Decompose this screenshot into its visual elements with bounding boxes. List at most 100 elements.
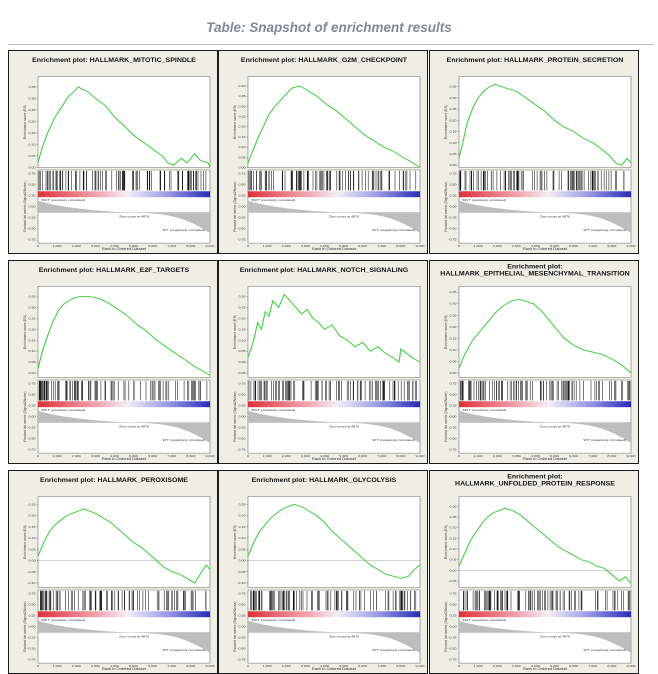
metric-tick-label: -0.25 [448,216,456,220]
rank-gradient-bar [248,401,420,407]
y-tick-label: -0.10 [27,581,35,585]
metric-tick-label: -0.75 [448,658,456,662]
metric-tick-label: 0.25 [239,404,246,408]
y-tick-label: 0.20 [450,325,457,329]
x-tick-label: 7,000 [588,454,597,458]
enrichment-plot-svg-8: Enrichment plot: HALLMARK_GLYCOLYSIS 0.25… [219,471,428,674]
metric-tick-label: 0.00 [450,625,457,629]
chart-title: Enrichment plot: HALLMARK_PEROXISOME [40,477,189,483]
neg-correlated-label: 'WT' (negatively correlated) [162,438,205,442]
metric-tick-label: -0.50 [448,647,456,651]
metric-tick-label: -0.75 [448,448,456,452]
x-tick-label: 0 [247,244,249,248]
enrichment-plot-9: Enrichment plot:HALLMARK_UNFOLDED_PROTEI… [429,470,639,674]
x-tick-label: 6,000 [358,244,367,248]
y-tick-label: 0.20 [29,514,36,518]
x-tick-label: 2,000 [493,664,502,668]
pos-correlated-label: 'MUT' (positively correlated) [41,408,85,412]
y-tick-label: 0.35 [450,290,457,294]
x-axis-and-legend: Rank in Ordered Dataset [523,667,567,671]
metric-tick-label: -0.25 [27,636,35,640]
x-tick-label: 8,000 [396,664,405,668]
metric-tick-label: -0.75 [448,238,456,242]
metric-tick-label: 0.25 [239,614,246,618]
metric-tick-label: -0.75 [237,658,245,662]
x-tick-label: 2,000 [72,244,81,248]
x-tick-label: 3,000 [91,664,100,668]
enrichment-plot-svg-6: Enrichment plot:HALLMARK_EPITHELIAL_MESE… [430,261,639,464]
x-tick-label: 1,000 [474,454,483,458]
y-tick-label: 0.15 [29,131,36,135]
es-plot-area [459,497,631,588]
y-tick-label: 0.30 [29,97,36,101]
x-tick-label: 2,000 [493,244,502,248]
x-axis-label: Rank in Ordered Dataset [102,667,146,671]
neg-correlated-label: 'WT' (negatively correlated) [162,648,205,652]
chart-title: HALLMARK_EPITHELIAL_MESENCHYMAL_TRANSITI… [440,271,630,277]
rank-gradient-bar [248,191,420,197]
x-tick-label: 3,000 [512,454,521,458]
y-tick-label: 0.10 [450,141,457,145]
y-tick-label: 0.00 [29,371,36,375]
chart-title: Enrichment plot: [507,474,563,480]
y-tick-label: 0.30 [29,306,36,310]
enrichment-plot-3: Enrichment plot: HALLMARK_PROTEIN_SECRET… [429,50,639,254]
metric-tick-label: -0.25 [448,636,456,640]
metric-tick-label: -0.25 [27,216,35,220]
y-tick-label: 0.25 [29,317,36,321]
metric-axis-label: Ranked list metric (Signal2Noise) [444,391,448,441]
zero-cross-label: Zero cross at 4876 [329,425,359,429]
metric-tick-label: 0.00 [29,625,36,629]
y-tick-label: 0.35 [29,85,36,89]
metric-tick-label: 0.50 [29,183,36,187]
y-tick-label: 0.05 [29,548,36,552]
metric-axis-label: Ranked list metric (Signal2Noise) [233,391,237,441]
x-tick-label: 7,000 [588,664,597,668]
x-tick-label: 3,000 [512,244,521,248]
x-tick-label: 6,000 [358,664,367,668]
x-tick-label: 3,000 [301,664,310,668]
y-tick-label: 0.25 [450,515,457,519]
x-tick-label: 7,000 [377,244,386,248]
x-tick-label: 1,000 [263,244,272,248]
enrichment-plot-grid: Enrichment plot: HALLMARK_MITOTIC_SPINDL… [8,44,654,645]
neg-correlated-label: 'WT' (negatively correlated) [583,438,626,442]
es-axis-label: Enrichment score (ES) [23,525,27,559]
es-axis-label: Enrichment score (ES) [233,525,237,559]
y-tick-label: 0.25 [239,503,246,507]
metric-tick-label: -0.50 [27,437,35,441]
rank-gradient-bar [459,611,631,617]
x-tick-label: 9,000 [627,244,636,248]
x-axis-label: Rank in Ordered Dataset [312,247,356,251]
metric-tick-label: -0.75 [237,238,245,242]
x-tick-label: 1,000 [263,454,272,458]
y-tick-label: 0.10 [450,547,457,551]
neg-correlated-label: 'WT' (negatively correlated) [372,228,415,232]
metric-tick-label: 0.50 [239,183,246,187]
pos-correlated-label: 'MUT' (positively correlated) [462,408,506,412]
y-tick-label: 0.15 [450,337,457,341]
y-tick-label: 0.30 [450,96,457,100]
x-axis-label: Rank in Ordered Dataset [523,667,567,671]
x-tick-label: 0 [37,244,39,248]
metric-axis-label: Ranked list metric (Signal2Noise) [233,181,237,231]
chart-title: Enrichment plot: HALLMARK_GLYCOLYSIS [252,477,397,483]
x-tick-label: 3,000 [301,244,310,248]
rank-gradient-bar [459,401,631,407]
pos-correlated-label: 'MUT' (positively correlated) [41,198,85,202]
y-tick-label: 0.10 [239,145,246,149]
zero-cross-label: Zero cross at 4876 [119,635,149,639]
y-tick-label: -0.05 [237,371,245,375]
enrichment-plot-6: Enrichment plot:HALLMARK_EPITHELIAL_MESE… [429,260,639,464]
x-tick-label: 6,000 [148,454,157,458]
x-tick-label: 0 [37,664,39,668]
metric-tick-label: -0.75 [237,448,245,452]
metric-tick-label: 0.00 [29,205,36,209]
y-tick-label: 0.35 [450,85,457,89]
y-tick-label: 0.10 [29,143,36,147]
es-axis-label: Enrichment score (ES) [233,315,237,349]
x-tick-label: 9,000 [627,454,636,458]
y-tick-label: 0.25 [239,306,246,310]
metric-axis-label: Ranked list metric (Signal2Noise) [233,601,237,651]
